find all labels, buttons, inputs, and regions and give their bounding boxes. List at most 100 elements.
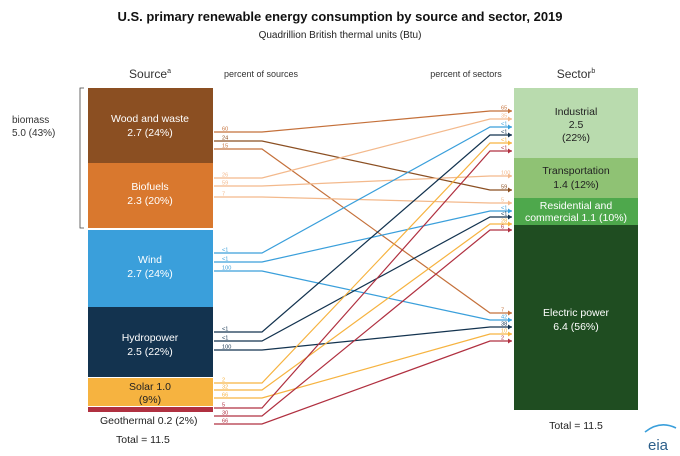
flow-arrow-wood-industrial [508,108,512,114]
source-bar-biofuels [88,163,213,228]
source-hydro-name: Hydropower [122,332,179,344]
flow-dst-pct-wood-electric: 7 [501,308,504,314]
flow-dst-pct-wind-residential: <1 [501,206,507,212]
eia-logo-text: eia [648,437,669,454]
flow-src-pct-geo-residential: 30 [222,411,228,417]
flow-line-wind-electric [214,270,512,321]
eia-logo: eia [644,424,677,454]
flow-line-biofuels-industrial [214,118,512,179]
source-bar-geothermal [88,407,213,412]
flow-line-geo-electric [214,340,512,425]
source-wood-value: 2.7 (24%) [127,127,173,139]
source-wood-name: Wood and waste [111,113,189,125]
flow-line-geo-industrial [214,150,512,409]
sector-bars [514,88,638,410]
source-bar-hydro [88,307,213,377]
flow-src-pct-geo-electric: 66 [222,419,228,425]
flow-dst-pct-geo-electric: 2 [501,336,504,342]
sector-electric-value: 6.4 (56%) [553,321,599,333]
pct-sectors-label: percent of sectors [430,69,502,79]
flow-arrow-biofuels-industrial [508,116,512,122]
source-solar-value: (9%) [139,394,161,406]
flow-arrow-biofuels-residential [508,200,512,206]
source-wind-name: Wind [138,254,162,266]
flow-src-pct-wind-electric: 100 [222,266,231,272]
flow-dst-pct-wind-electric: 42 [501,315,507,321]
sector-electric-name: Electric power [543,307,609,319]
source-header: Sourcea [129,67,171,81]
source-bar-solar [88,378,213,406]
flow-src-pct-hydro-residential: <1 [222,336,228,342]
biomass-bracket [79,87,84,229]
flow-src-pct-wood-residential: 24 [222,136,228,142]
sector-residential-name: Residential and [540,200,613,212]
flow-labels: 6065245915726355910075<1<1<1<110042<1<1<… [222,106,510,425]
flow-arrow-hydro-industrial [508,132,512,138]
source-wind-value: 2.7 (24%) [127,268,173,280]
sector-bar-electric [514,225,638,410]
flow-dst-pct-biofuels-transport: 100 [501,171,510,177]
flow-src-pct-geo-industrial: 5 [222,403,225,409]
source-hydro-value: 2.5 (22%) [127,346,173,358]
sector-header-text: Sector [557,67,592,81]
flow-line-wind-residential [214,210,512,263]
flow-src-pct-biofuels-residential: 7 [222,192,225,198]
flow-line-geo-residential [214,229,512,417]
flow-arrow-geo-industrial [508,148,512,154]
source-bar-wood [88,88,213,163]
flow-arrow-geo-electric [508,338,512,344]
flow-src-pct-biofuels-industrial: 26 [222,173,228,179]
chart-title: U.S. primary renewable energy consumptio… [117,9,562,24]
flow-src-pct-solar-industrial: 2 [222,378,225,384]
flow-dst-pct-biofuels-residential: 5 [501,198,504,204]
source-biofuels-value: 2.3 (20%) [127,195,173,207]
flow-lines [214,108,512,425]
flow-line-biofuels-residential [214,196,512,204]
flow-line-wood-residential [214,140,512,191]
flow-dst-pct-solar-industrial: <1 [501,138,507,144]
flow-arrow-wood-residential [508,187,512,193]
flow-dst-pct-hydro-residential: <1 [501,212,507,218]
flow-line-hydro-electric [214,326,512,351]
flow-src-pct-biofuels-transport: 59 [222,181,228,187]
eia-logo-swoosh [644,424,677,433]
flow-line-solar-electric [214,333,512,399]
source-geothermal-name: Geothermal 0.2 (2%) [100,415,197,427]
sector-residential-value: commercial 1.1 (10%) [525,212,627,224]
flow-line-wood-industrial [214,110,512,133]
flow-line-solar-industrial [214,142,512,384]
sector-bar-industrial [514,88,638,158]
flow-dst-pct-wood-industrial: 65 [501,106,507,112]
flow-arrow-hydro-electric [508,324,512,330]
source-total: Total = 11.5 [116,434,170,446]
flow-src-pct-wood-electric: 15 [222,144,228,150]
sector-header-sup: b [591,68,595,75]
sector-header: Sectorb [557,67,596,81]
source-biofuels-name: Biofuels [131,181,168,193]
flow-arrow-solar-residential [508,221,512,227]
flow-arrow-wood-electric [508,310,512,316]
sector-bar-residential [514,198,638,225]
flow-line-wood-electric [214,148,512,314]
sector-transport-value: 1.4 (12%) [553,179,599,191]
source-solar-name: Solar 1.0 [129,381,171,393]
source-bar-wind [88,230,213,307]
flow-line-solar-residential [214,223,512,391]
flow-src-pct-wood-industrial: 60 [222,127,228,133]
flow-src-pct-hydro-electric: 100 [222,345,231,351]
flow-src-pct-solar-electric: 66 [222,393,228,399]
sector-industrial-name: Industrial [555,106,598,118]
sector-industrial-pct: (22%) [562,132,590,144]
flow-dst-pct-geo-industrial: <1 [501,146,507,152]
sector-industrial-value: 2.5 [569,119,584,131]
flow-line-biofuels-transport [214,175,512,187]
flow-arrow-wind-residential [508,208,512,214]
flow-arrow-wind-industrial [508,124,512,130]
source-bars [88,88,213,412]
sector-total: Total = 11.5 [549,420,603,432]
flow-dst-pct-wood-residential: 59 [501,185,507,191]
flow-arrow-biofuels-transport [508,173,512,179]
flow-line-hydro-residential [214,216,512,342]
flow-src-pct-wind-residential: <1 [222,257,228,263]
